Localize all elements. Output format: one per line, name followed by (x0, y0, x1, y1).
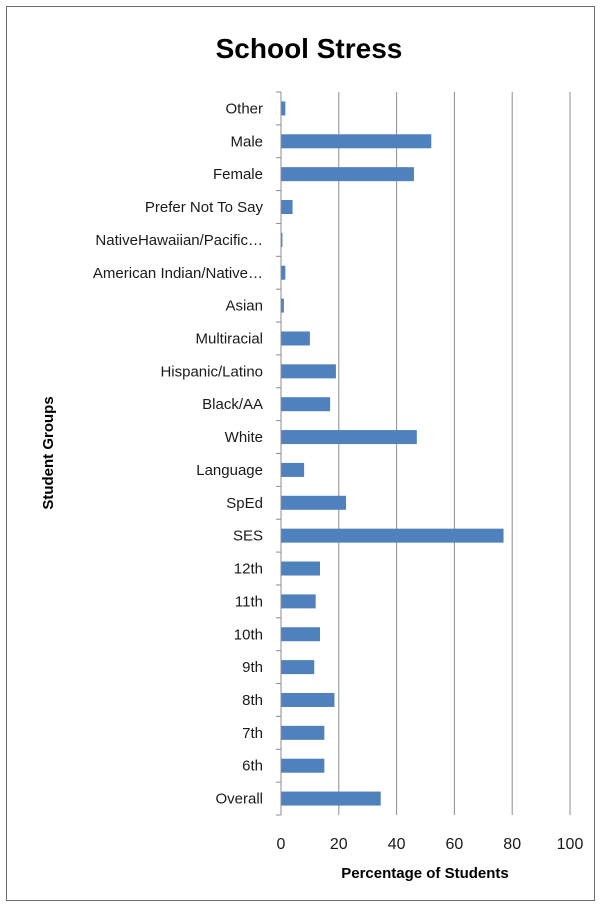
category-label: 8th (242, 692, 263, 709)
x-tick-labels: 0 20 40 60 80 100 (277, 836, 584, 853)
category-label: Hispanic/Latino (160, 363, 263, 380)
bar (281, 660, 315, 675)
bar (281, 692, 335, 707)
category-label: 12th (234, 561, 263, 578)
bar (281, 331, 310, 346)
category-label: Asian (225, 298, 263, 315)
bar (281, 495, 347, 510)
category-label: White (225, 429, 263, 446)
bar (281, 232, 283, 247)
chart-title: School Stress (216, 33, 403, 64)
bar (281, 397, 331, 412)
category-label: Male (230, 133, 263, 150)
bar (281, 430, 417, 445)
x-tick-label: 20 (330, 836, 348, 853)
x-tick-label: 100 (557, 836, 584, 853)
y-axis-ticks (276, 91, 281, 816)
category-label: Other (225, 100, 263, 117)
bar (281, 200, 293, 215)
bar (281, 265, 286, 280)
y-axis-title: Student Groups (40, 396, 57, 509)
category-label: 6th (242, 758, 263, 775)
bar (281, 462, 305, 477)
bar (281, 725, 325, 740)
category-label: American Indian/Native… (93, 265, 263, 282)
bar (281, 364, 336, 379)
bar (281, 594, 316, 609)
bar (281, 134, 432, 149)
category-label: 7th (242, 725, 263, 742)
category-label: Multiracial (195, 330, 263, 347)
bar (281, 758, 325, 773)
category-label: SpEd (226, 495, 263, 512)
category-label: Overall (215, 791, 263, 808)
bar (281, 528, 504, 543)
bar (281, 167, 414, 182)
bar (281, 298, 284, 313)
x-tick-label: 80 (503, 836, 521, 853)
bar (281, 561, 321, 576)
category-label: Female (213, 166, 263, 183)
bar (281, 627, 321, 642)
bar (281, 791, 381, 806)
gridlines (338, 92, 571, 815)
category-label: 10th (234, 626, 263, 643)
category-label: Language (196, 462, 263, 479)
bars (281, 101, 504, 806)
category-label: Black/AA (202, 396, 263, 413)
category-label: Prefer Not To Say (145, 199, 264, 216)
x-tick-label: 40 (388, 836, 406, 853)
chart-frame (6, 6, 595, 901)
category-labels: Other Male Female Prefer Not To Say NativeHa… (93, 100, 264, 807)
category-label: NativeHawaiian/Pacific… (95, 232, 263, 249)
bar (281, 101, 286, 116)
x-axis-title: Percentage of Students (341, 865, 509, 882)
x-tick-label: 0 (277, 836, 286, 853)
category-label: 9th (242, 659, 263, 676)
category-label: SES (233, 528, 263, 545)
category-label: 11th (235, 593, 263, 610)
x-tick-label: 60 (446, 836, 464, 853)
